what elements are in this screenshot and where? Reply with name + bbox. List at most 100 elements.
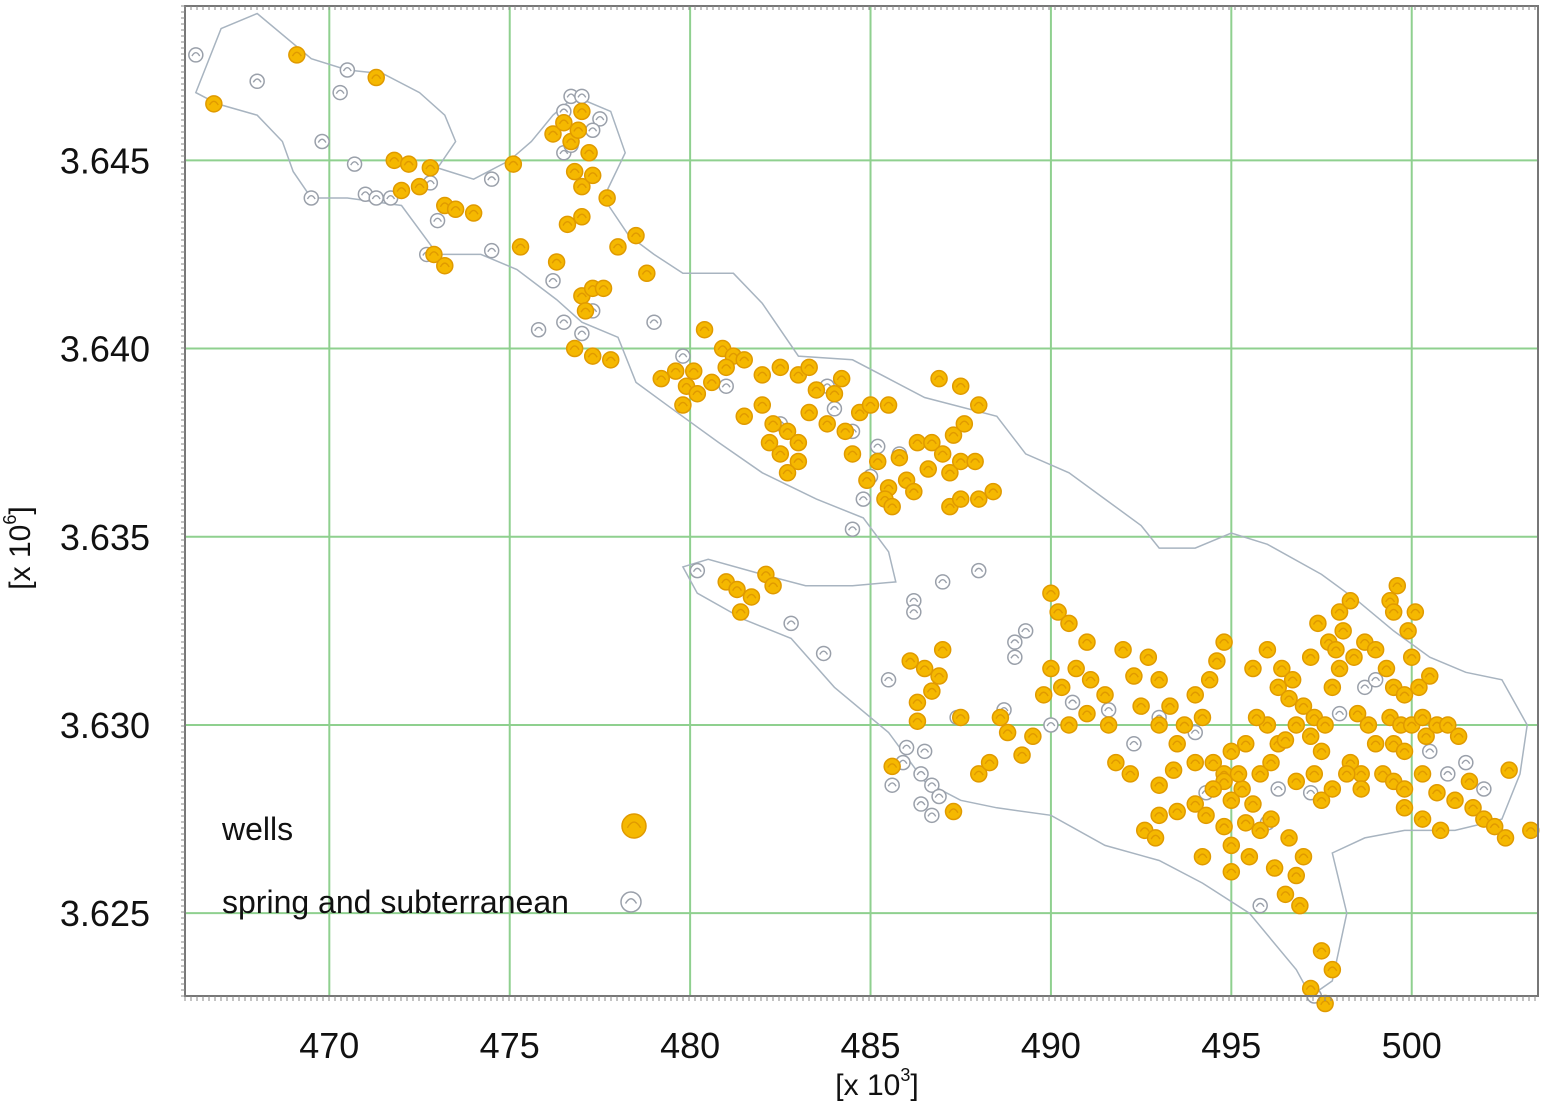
spring-point-disc [530, 321, 547, 338]
well-point [558, 215, 577, 234]
well-point [789, 433, 808, 452]
spring-point-disc [924, 777, 940, 793]
well-point-glyph [1345, 759, 1356, 765]
well-point [410, 177, 429, 196]
well-point [1265, 859, 1284, 877]
well-point-glyph [1388, 740, 1399, 746]
well-point-disc [717, 358, 735, 377]
well-point [1175, 716, 1194, 734]
legend-well-marker-glyph [626, 821, 642, 829]
well-point [1428, 783, 1446, 802]
well-point-disc [1013, 746, 1031, 764]
well-point-disc [1273, 659, 1291, 678]
well-point-glyph [1298, 702, 1309, 708]
well-point-glyph [681, 382, 692, 388]
spring-point-glyph [916, 770, 926, 776]
well-point [1107, 753, 1125, 772]
well-point-glyph [912, 717, 923, 723]
well-point-glyph [612, 243, 623, 249]
well-point [818, 415, 836, 433]
well-point-disc [998, 723, 1017, 742]
well-point-disc [425, 245, 443, 264]
well-point-glyph [746, 593, 757, 599]
well-point [1294, 697, 1313, 715]
well-point [1327, 640, 1345, 659]
well-point-glyph [1334, 665, 1345, 671]
well-point [1417, 727, 1435, 746]
spring-point [826, 401, 843, 417]
well-point-disc [1287, 716, 1306, 734]
well-point [771, 445, 790, 463]
spring-point [869, 438, 886, 455]
well-point-disc [1359, 716, 1378, 734]
well-point-disc [1237, 814, 1255, 832]
well-point [955, 415, 974, 433]
spring-point-glyph [884, 676, 894, 682]
well-point [930, 667, 948, 685]
well-point-glyph [439, 262, 450, 268]
well-point [1042, 584, 1060, 602]
well-point-glyph [1247, 665, 1258, 671]
well-point-glyph [1071, 665, 1082, 671]
spring-point-glyph [721, 383, 731, 388]
well-point-glyph [1291, 721, 1302, 727]
well-point-disc [580, 144, 598, 162]
well-point [1204, 780, 1223, 798]
well-point-glyph [428, 251, 439, 257]
well-point-disc [1034, 686, 1053, 704]
well-point-disc [966, 452, 984, 471]
well-point [1146, 829, 1165, 847]
well-point [1348, 704, 1367, 723]
well-point-disc [1251, 821, 1269, 840]
well-point [1125, 667, 1143, 685]
well-point-disc [565, 162, 584, 181]
well-point-glyph [1330, 646, 1341, 652]
well-point-disc [464, 204, 483, 222]
well-point-glyph [883, 401, 894, 407]
well-point-glyph [836, 375, 847, 381]
well-point-disc [1107, 753, 1125, 772]
well-point [951, 490, 970, 508]
well-point [944, 802, 963, 821]
well-point-glyph [1251, 714, 1262, 720]
well-point-disc [1280, 829, 1298, 847]
well-point [367, 68, 385, 87]
well-point-disc [1312, 791, 1331, 810]
well-point-glyph [450, 205, 461, 211]
well-point-glyph [1154, 721, 1165, 727]
well-point [565, 162, 584, 181]
x-tick-label: 480 [660, 1025, 720, 1066]
well-point-disc [1366, 640, 1385, 659]
well-point [1251, 821, 1269, 840]
well-point [598, 189, 616, 207]
well-point-disc [1096, 686, 1114, 704]
well-point-glyph [1305, 732, 1316, 738]
well-point-disc [1388, 576, 1407, 595]
well-point [1305, 765, 1324, 783]
well-point-glyph [721, 364, 732, 369]
well-point [919, 460, 937, 478]
well-point-disc [1377, 659, 1396, 678]
well-point-glyph [1388, 778, 1399, 784]
well-point-glyph [1385, 597, 1396, 603]
well-point-glyph [1453, 732, 1464, 738]
spring-point-glyph [1104, 706, 1114, 712]
well-point-glyph [768, 582, 779, 588]
well-point-glyph [988, 488, 999, 494]
well-point [1341, 592, 1360, 610]
well-point-glyph [1370, 740, 1381, 746]
spring-point-glyph [692, 567, 702, 573]
well-point-glyph [1056, 684, 1067, 689]
well-point-disc [367, 68, 385, 87]
well-point-glyph [908, 488, 919, 494]
well-point-disc [1168, 735, 1186, 753]
well-point-disc [753, 366, 772, 384]
spring-point-disc [783, 615, 799, 632]
spring-point [1357, 679, 1373, 696]
well-point-disc [1464, 799, 1482, 817]
well-point-disc [1305, 765, 1324, 783]
well-point-glyph [605, 356, 616, 362]
well-point-disc [1431, 821, 1450, 840]
well-point [1500, 761, 1518, 779]
